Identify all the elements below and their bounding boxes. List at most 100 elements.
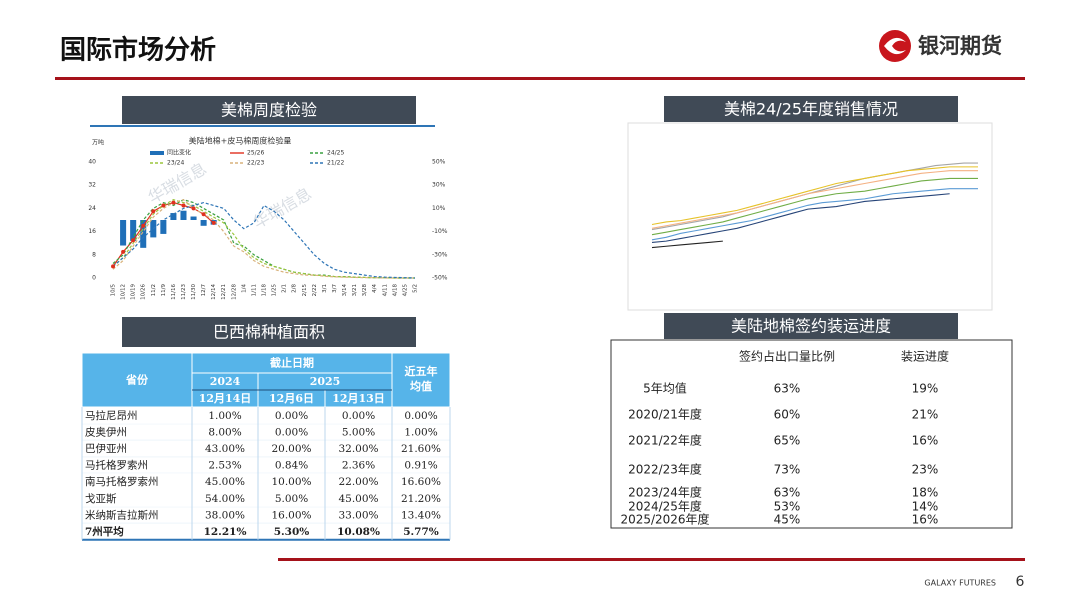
column-header: 签约占出口量比例 — [739, 349, 835, 364]
table-text: 20.00% — [271, 443, 311, 455]
table-text: 21.60% — [401, 443, 441, 455]
logo-swoosh — [884, 37, 906, 55]
table-text: 2.36% — [342, 460, 375, 472]
table-text: 5.00% — [275, 493, 308, 505]
legend-label: 25/26 — [247, 150, 264, 157]
table-text: 43.00% — [205, 443, 245, 455]
series-line — [112, 199, 415, 279]
x-tick-label: 10/26 — [141, 284, 147, 300]
panel-title: 美陆地棉签约装运进度 — [731, 317, 891, 336]
series-line — [651, 193, 950, 243]
logo-text: 银河期货 — [918, 34, 1002, 58]
y2-tick-label: 10% — [432, 205, 446, 212]
y-tick-label: 24 — [88, 205, 96, 212]
series-line — [651, 166, 978, 226]
table-text: 53% — [774, 500, 801, 514]
table-text: 38.00% — [205, 509, 245, 521]
table-text: 65% — [774, 434, 801, 448]
table-header — [82, 353, 450, 407]
bar — [170, 213, 177, 220]
legend-label: 24/25 — [327, 150, 344, 157]
table-text: 33.00% — [338, 509, 378, 521]
panel-underline — [90, 125, 435, 127]
legend-label: 同比变化 — [167, 149, 191, 157]
table-text: 2021/22年度 — [628, 433, 702, 448]
header-text: 12月14日 — [199, 392, 252, 405]
table-text: 2020/21年度 — [628, 407, 702, 422]
logo: 银河期货 — [879, 30, 1002, 62]
x-tick-label: 2/22 — [312, 284, 318, 296]
x-tick-label: 1/4 — [241, 284, 247, 293]
table-text: 23% — [912, 463, 939, 477]
x-tick-label: 1/18 — [262, 284, 268, 297]
table-text: 0.00% — [275, 410, 308, 422]
table-text: 14% — [912, 500, 939, 514]
table-text: 10.00% — [271, 476, 311, 488]
table-text: 0.00% — [275, 426, 308, 438]
legend-label: 22/23 — [247, 160, 264, 167]
table-text: 18% — [912, 486, 939, 500]
table-text: 2023/24年度 — [628, 485, 702, 500]
table-text: 5.77% — [403, 526, 439, 538]
table-text: 45% — [774, 513, 801, 527]
y2-tick-label: 30% — [432, 182, 446, 189]
panel-title-bar — [664, 313, 958, 339]
x-tick-label: 11/9 — [161, 284, 167, 297]
legend-swatch — [150, 151, 164, 155]
x-tick-label: 12/28 — [231, 284, 237, 300]
table-text: 45.00% — [205, 476, 245, 488]
series-dot — [151, 209, 156, 214]
series-line — [112, 201, 215, 267]
series-line — [651, 188, 978, 241]
x-tick-label: 10/19 — [131, 284, 137, 300]
table-text: 16% — [912, 513, 939, 527]
x-tick-label: 1/25 — [272, 284, 278, 297]
table-text: 8.00% — [208, 426, 241, 438]
header-text: 截止日期 — [270, 356, 314, 370]
y-tick-label: 8 — [92, 251, 96, 258]
series-dot — [191, 206, 196, 211]
bar — [120, 220, 127, 246]
page-number: 6 — [1016, 574, 1025, 590]
header-text: 省份 — [125, 373, 149, 387]
series-dot — [121, 249, 126, 254]
x-tick-label: 5/2 — [412, 284, 418, 293]
table-text: 7州平均 — [85, 525, 124, 538]
x-tick-label: 4/11 — [382, 284, 388, 296]
x-tick-label: 10/12 — [121, 284, 127, 300]
table-text: 巴伊亚州 — [85, 443, 127, 455]
legend-label: 23/24 — [167, 160, 184, 167]
x-tick-label: 2/8 — [292, 284, 298, 293]
x-tick-label: 2/15 — [302, 284, 308, 297]
bar — [160, 220, 167, 234]
bar — [190, 216, 197, 220]
x-tick-label: 12/21 — [221, 284, 227, 300]
table-text: 马拉尼昂州 — [85, 409, 138, 422]
x-tick-label: 3/7 — [332, 284, 338, 293]
panel-title-bar — [122, 317, 416, 347]
table-text: 米纳斯吉拉斯州 — [85, 508, 159, 521]
y2-tick-label: -50% — [432, 275, 448, 282]
table-text: 5年均值 — [643, 381, 687, 396]
watermark: 华瑞信息 — [250, 184, 315, 232]
table-text: 0.84% — [275, 460, 308, 472]
table-text: 2022/23年度 — [628, 462, 702, 477]
panel-title-bar — [122, 96, 416, 124]
x-tick-label: 4/18 — [392, 284, 398, 297]
x-tick-label: 3/28 — [362, 284, 368, 297]
table-text: 16.00% — [271, 509, 311, 521]
table-text: 60% — [774, 408, 801, 422]
legend-label: 21/22 — [327, 160, 344, 167]
series-dot — [181, 203, 186, 208]
series-dot — [141, 223, 146, 228]
table-text: 1.00% — [208, 410, 241, 422]
table-text: 21.20% — [401, 493, 441, 505]
x-tick-label: 4/25 — [402, 284, 408, 297]
series-line — [112, 199, 415, 279]
x-tick-label: 3/14 — [342, 284, 348, 297]
logo-mark — [879, 30, 911, 62]
table-text: 南马托格罗索州 — [85, 475, 159, 488]
series-line — [651, 170, 978, 229]
series-line — [651, 240, 723, 249]
series-dot — [161, 203, 166, 208]
